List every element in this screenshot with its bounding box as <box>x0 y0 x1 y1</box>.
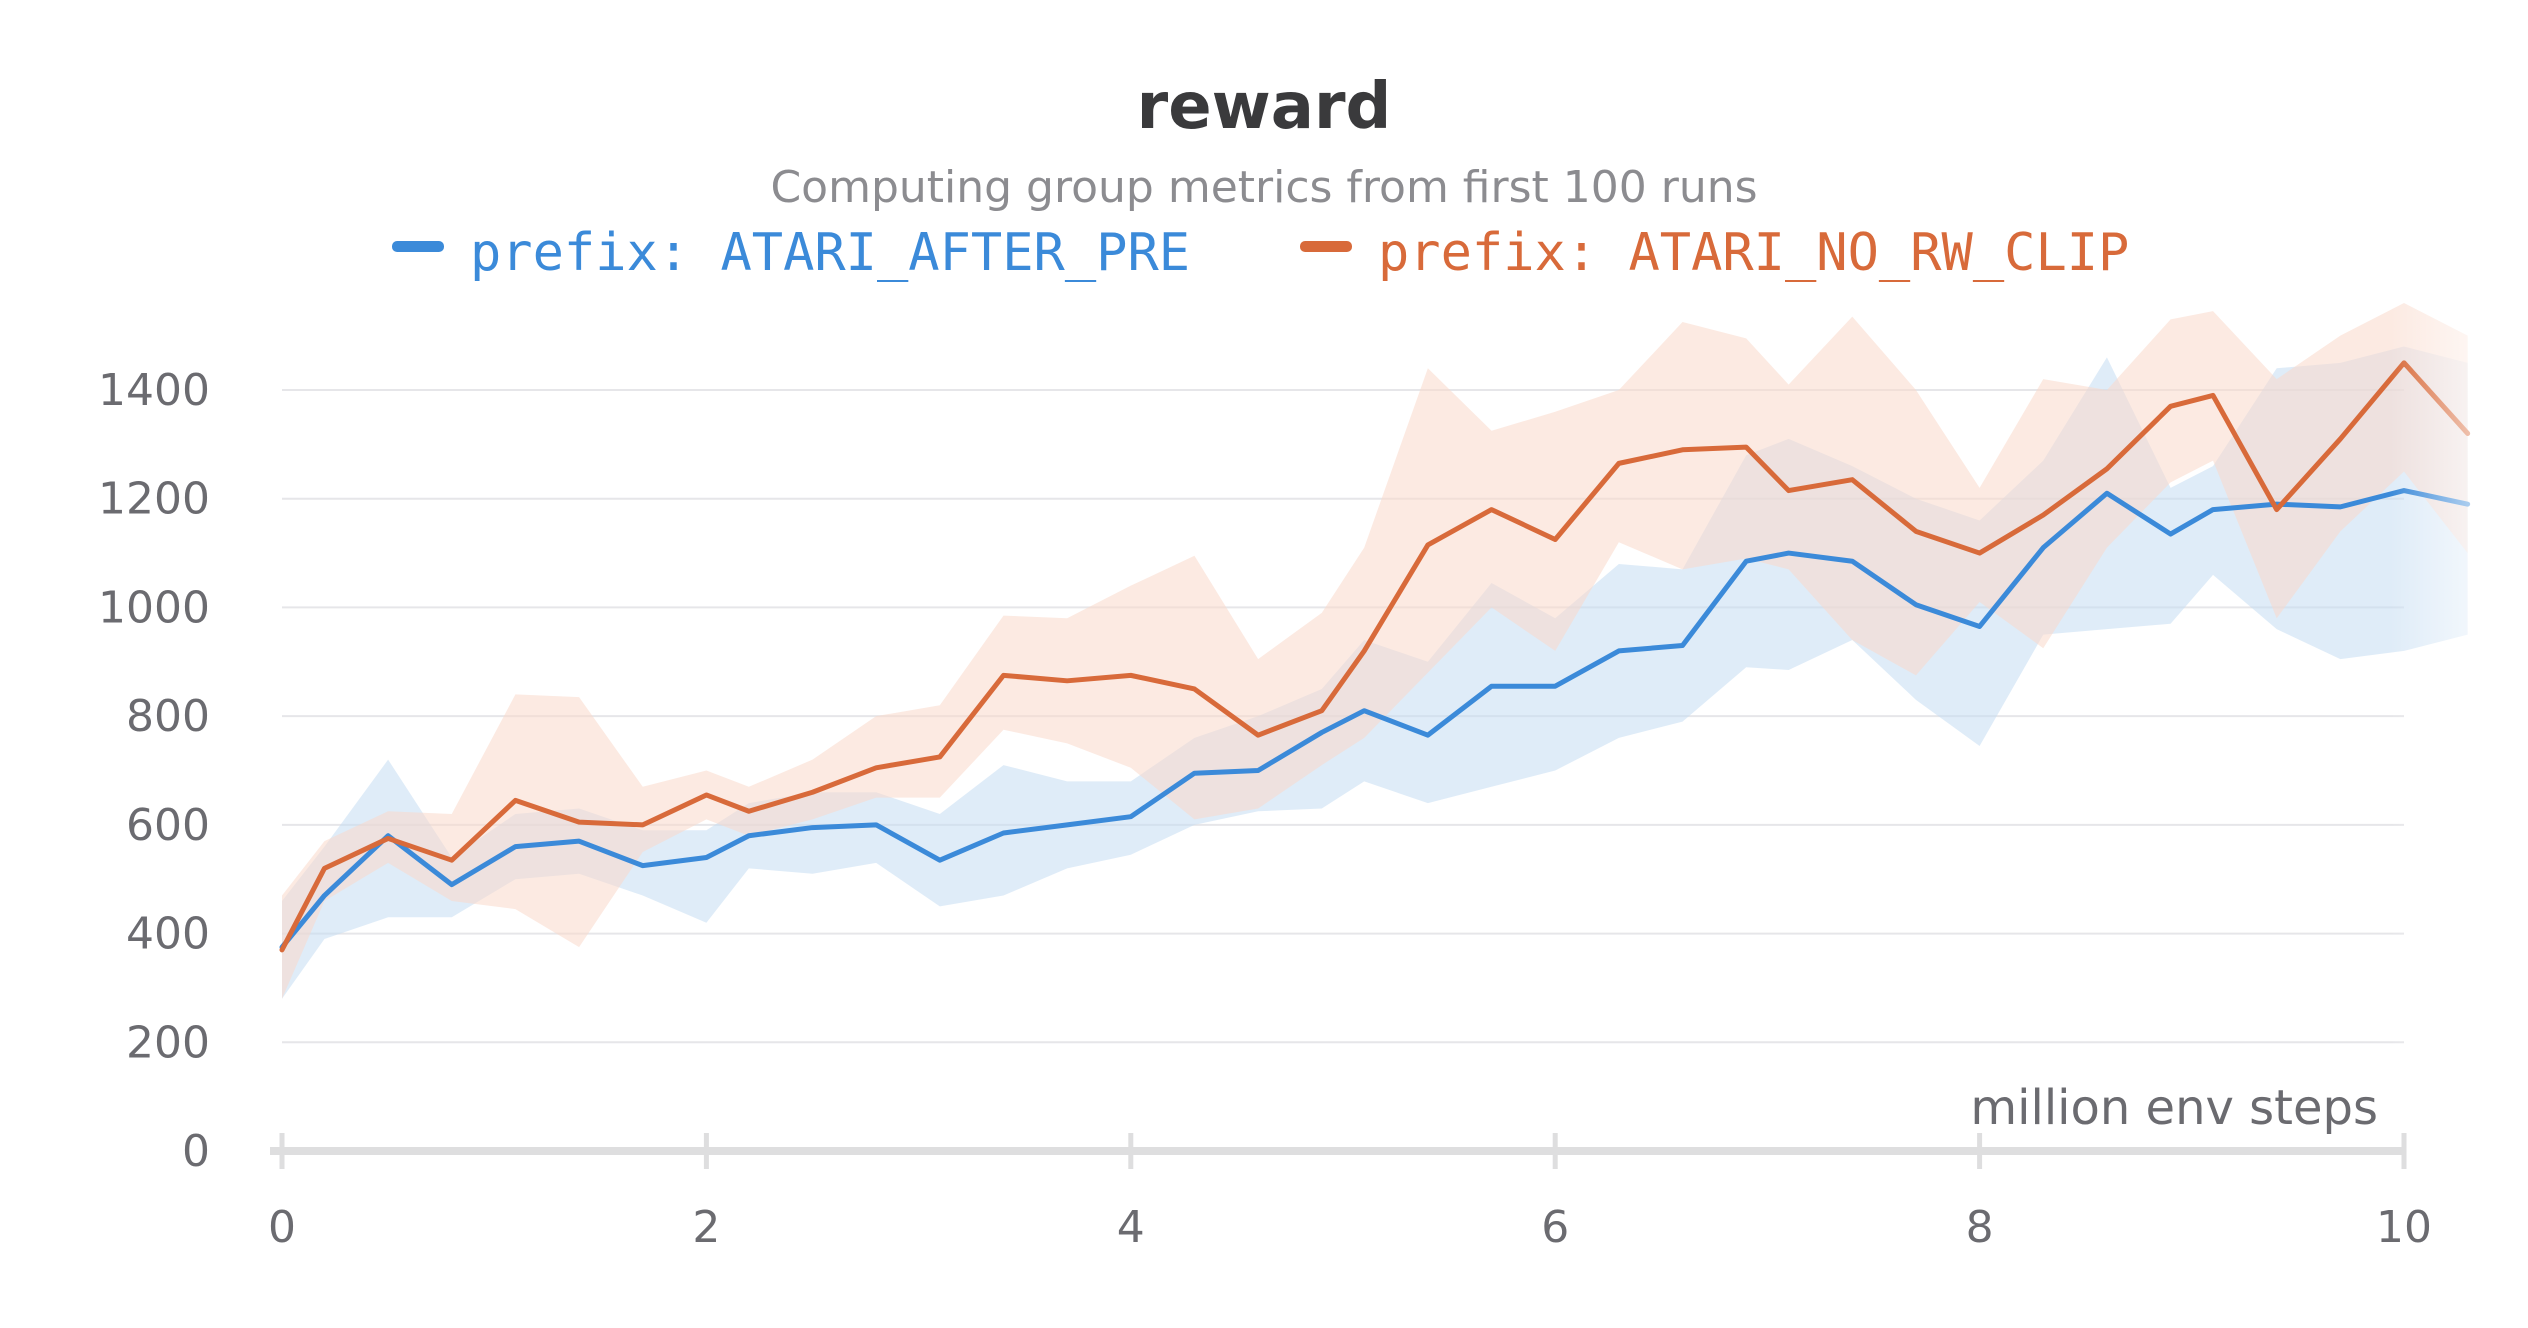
y-tick-label-1200: 1200 <box>98 474 210 525</box>
x-tick-label-4: 4 <box>1117 1202 1145 1253</box>
chart-title: reward <box>1137 70 1392 144</box>
line-series-1 <box>279 360 2471 953</box>
x-tick-label-10: 10 <box>2376 1202 2432 1253</box>
fade-overlay <box>2390 270 2528 1140</box>
legend-label-after-pre: prefix: ATARI_AFTER_PRE <box>470 223 1190 283</box>
legend-swatch-no-rw-clip <box>1300 241 1352 252</box>
y-tick-label-1400: 1400 <box>98 365 210 416</box>
x-tick-label-0: 0 <box>268 1202 296 1253</box>
x-axis-label: million env steps <box>1970 1080 2378 1136</box>
y-tick-label-400: 400 <box>126 909 210 960</box>
axes <box>270 1133 2407 1169</box>
x-tick-label-6: 6 <box>1541 1202 1569 1253</box>
line-series-0 <box>279 488 2471 950</box>
x-tick-labels: 0 2 4 6 8 10 <box>268 1202 2432 1253</box>
chart-subtitle: Computing group metrics from first 100 r… <box>770 162 1757 213</box>
y-tick-label-0: 0 <box>182 1126 210 1177</box>
legend-label-no-rw-clip: prefix: ATARI_NO_RW_CLIP <box>1378 223 2129 283</box>
y-tick-label-800: 800 <box>126 691 210 742</box>
legend-swatch-after-pre <box>392 241 444 252</box>
x-tick-label-2: 2 <box>692 1202 720 1253</box>
series-lines <box>279 360 2471 953</box>
y-tick-label-200: 200 <box>126 1017 210 1068</box>
legend: prefix: ATARI_AFTER_PRE prefix: ATARI_NO… <box>392 223 2129 283</box>
y-tick-label-600: 600 <box>126 800 210 851</box>
y-tick-label-1000: 1000 <box>98 582 210 633</box>
series-bands <box>282 303 2468 999</box>
x-tick-label-8: 8 <box>1966 1202 1994 1253</box>
band-series-1 <box>282 303 2468 999</box>
y-tick-labels: 0 200 400 600 800 1000 1200 1400 <box>98 365 210 1177</box>
